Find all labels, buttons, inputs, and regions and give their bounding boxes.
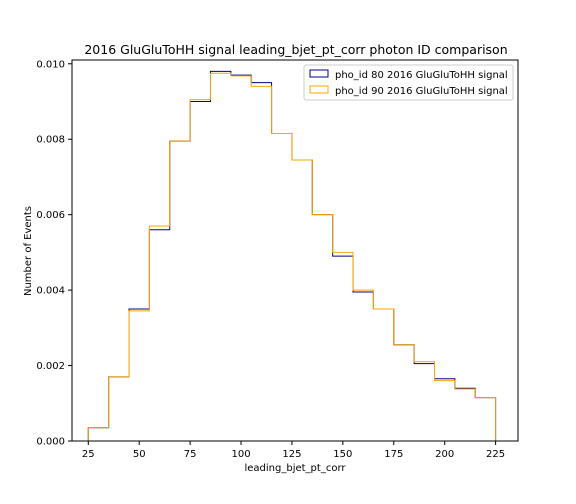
x-tick-label: 225 (486, 449, 505, 460)
y-tick-label: 0.002 (36, 361, 65, 372)
x-axis: 25 50 75 100 125 150 175 200 225 (82, 441, 505, 460)
x-tick-label: 175 (384, 449, 403, 460)
y-tick-label: 0.008 (36, 135, 65, 146)
legend-swatch-pho-id-80 (309, 69, 329, 78)
x-axis-label: leading_bjet_pt_corr (244, 463, 346, 474)
x-tick-label: 150 (333, 449, 352, 460)
series-1-step-line (87, 72, 497, 441)
y-tick-label: 0.004 (36, 286, 65, 297)
x-tick-label: 75 (184, 449, 197, 460)
x-tick-label: 100 (231, 449, 250, 460)
x-tick-label: 200 (435, 449, 454, 460)
x-tick-label: 50 (133, 449, 146, 460)
y-tick-label: 0.010 (36, 59, 65, 70)
legend: pho_id 80 2016 GluGluToHH signal pho_id … (303, 64, 514, 101)
x-tick-label: 25 (82, 449, 95, 460)
legend-swatch-pho-id-90 (309, 85, 329, 94)
x-tick-label: 125 (282, 449, 301, 460)
plot-frame (71, 59, 519, 442)
legend-label-pho-id-90: pho_id 90 2016 GluGluToHH signal (335, 86, 508, 97)
chart-title: 2016 GluGluToHH signal leading_bjet_pt_c… (84, 42, 507, 57)
y-axis-label: Number of Events (23, 206, 34, 296)
legend-frame (303, 64, 514, 101)
series-layer (87, 70, 497, 441)
y-axis: 0.000 0.002 0.004 0.006 0.008 0.010 (36, 59, 72, 448)
legend-label-pho-id-80: pho_id 80 2016 GluGluToHH signal (335, 70, 508, 81)
y-tick-label: 0.006 (36, 210, 65, 221)
y-tick-label: 0.000 (36, 437, 65, 448)
